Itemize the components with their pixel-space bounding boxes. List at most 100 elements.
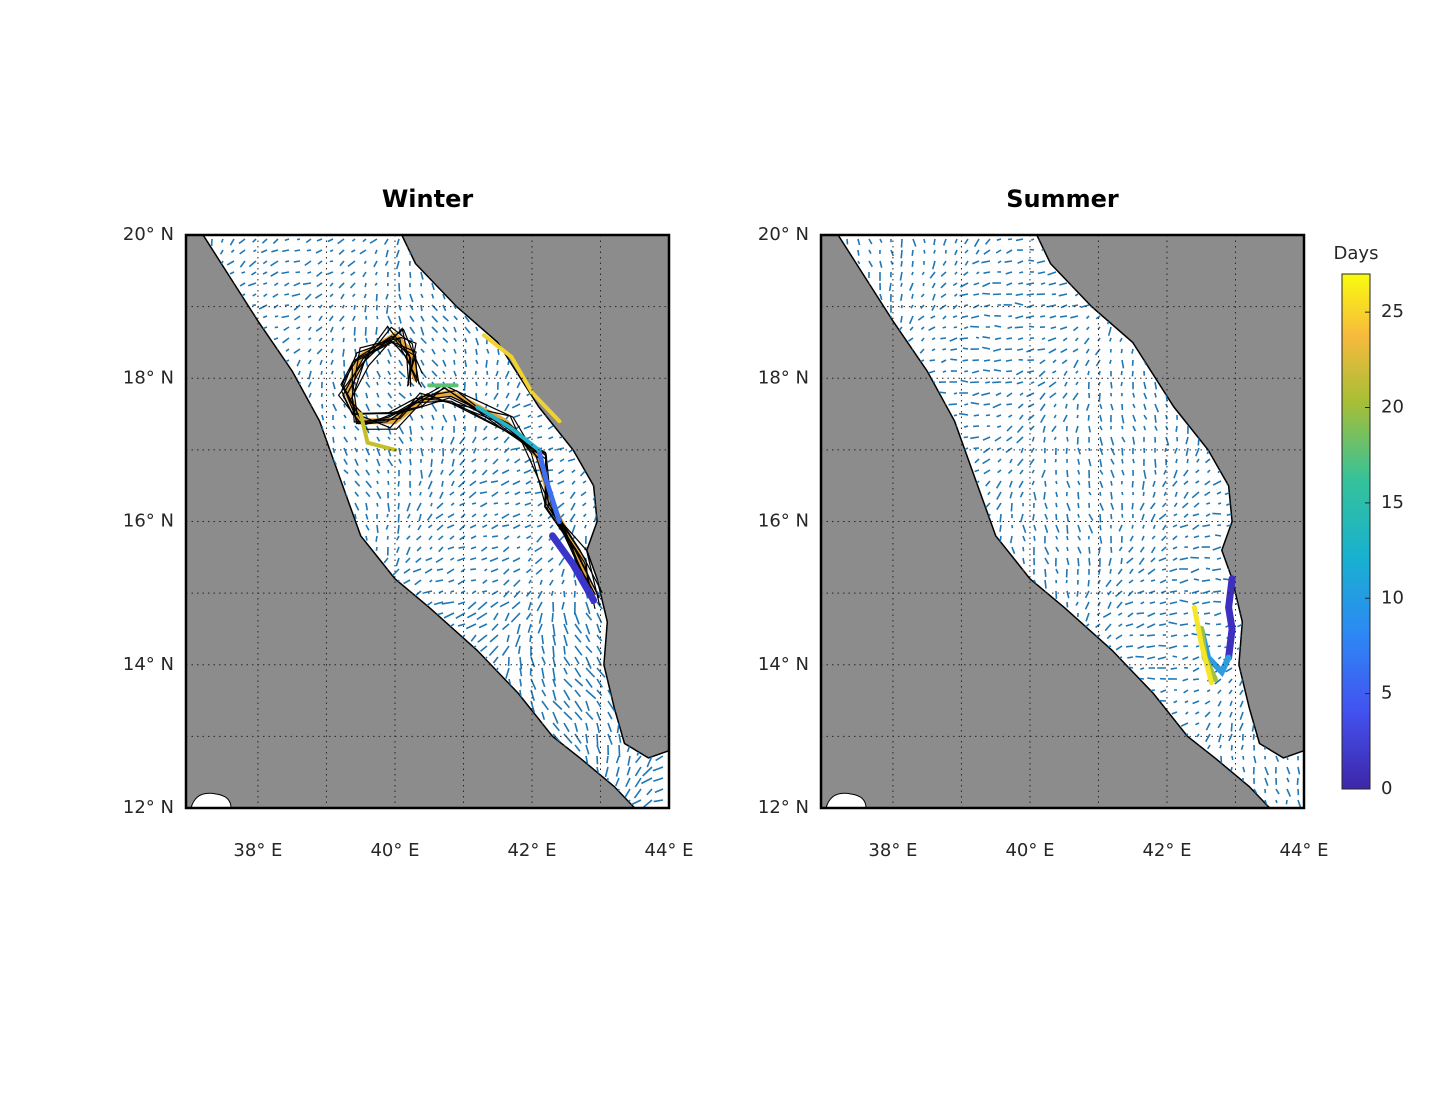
current-arrow	[984, 404, 990, 405]
current-arrow	[575, 580, 576, 586]
current-arrow	[924, 250, 925, 254]
current-arrow	[355, 514, 356, 519]
current-arrow	[1254, 734, 1255, 740]
current-arrow	[1005, 382, 1012, 383]
current-arrow	[1006, 360, 1012, 361]
current-arrow	[1044, 437, 1045, 442]
current-arrow	[901, 316, 902, 323]
current-arrow	[1121, 382, 1122, 386]
current-arrow	[1031, 239, 1034, 240]
current-arrow	[1066, 448, 1067, 454]
current-arrow	[1143, 492, 1144, 496]
current-arrow	[344, 404, 345, 407]
current-arrow	[1045, 481, 1046, 487]
current-arrow	[498, 349, 499, 355]
current-arrow	[297, 239, 300, 240]
current-arrow	[552, 613, 553, 622]
current-arrow	[365, 283, 366, 287]
current-arrow	[476, 382, 477, 386]
current-arrow	[486, 382, 487, 386]
current-arrow	[930, 360, 935, 361]
y-tick-label: 20° N	[123, 224, 174, 245]
current-arrow	[307, 250, 311, 251]
current-arrow	[1056, 481, 1057, 484]
y-tick-label: 12° N	[758, 797, 809, 818]
current-arrow	[964, 437, 968, 438]
colorbar-label: Days	[1334, 243, 1379, 264]
current-arrow	[1067, 470, 1068, 477]
current-arrow	[1176, 426, 1177, 432]
current-arrow	[964, 404, 968, 405]
current-arrow	[242, 272, 246, 273]
current-arrow	[431, 503, 432, 506]
current-arrow	[1000, 514, 1001, 522]
current-arrow	[1042, 305, 1046, 306]
current-arrow	[1122, 448, 1123, 456]
current-arrow	[1217, 558, 1221, 559]
current-arrow	[1231, 723, 1232, 731]
current-arrow	[333, 437, 334, 443]
current-arrow	[295, 250, 300, 251]
current-arrow	[950, 359, 957, 360]
current-arrow	[1111, 382, 1112, 388]
current-arrow	[970, 326, 979, 327]
current-arrow	[1194, 579, 1199, 580]
current-arrow	[976, 337, 979, 338]
current-arrow	[1140, 679, 1144, 680]
current-arrow	[376, 547, 377, 551]
current-arrow	[410, 448, 411, 454]
current-arrow	[1077, 404, 1078, 410]
current-arrow	[575, 591, 576, 598]
current-arrow	[1005, 349, 1012, 350]
current-arrow	[410, 272, 411, 278]
current-arrow	[322, 404, 323, 409]
current-arrow	[377, 316, 378, 319]
current-arrow	[1213, 602, 1221, 603]
current-arrow	[330, 261, 333, 262]
y-tick-label: 16° N	[758, 511, 809, 532]
current-arrow	[1121, 371, 1122, 375]
current-arrow	[492, 536, 498, 537]
current-arrow	[1019, 272, 1023, 273]
current-arrow	[1232, 745, 1233, 751]
current-arrow	[1206, 503, 1210, 504]
y-tick-label: 18° N	[758, 367, 809, 388]
current-arrow	[1108, 646, 1111, 647]
x-tick-label: 42° E	[1142, 840, 1191, 861]
current-arrow	[984, 360, 990, 361]
current-arrow	[1193, 679, 1199, 680]
current-arrow	[497, 404, 498, 407]
current-arrow	[1067, 536, 1068, 540]
current-arrow	[343, 349, 344, 357]
current-arrow	[285, 261, 289, 262]
current-arrow	[388, 481, 389, 485]
current-arrow	[985, 382, 990, 383]
current-arrow	[1155, 459, 1156, 468]
current-arrow	[1137, 613, 1144, 614]
current-arrow	[508, 360, 509, 365]
current-arrow	[1027, 294, 1034, 295]
current-arrow	[476, 371, 477, 375]
x-tick-label: 38° E	[868, 840, 917, 861]
current-arrow	[1110, 338, 1111, 341]
current-arrow	[619, 745, 620, 757]
current-arrow	[951, 349, 958, 350]
current-arrow	[983, 370, 990, 371]
current-arrow	[1089, 558, 1090, 566]
current-arrow	[942, 349, 946, 350]
current-arrow	[992, 382, 1001, 383]
current-arrow	[321, 371, 322, 375]
current-arrow	[1008, 239, 1012, 240]
current-arrow	[1176, 459, 1177, 463]
current-arrow	[442, 481, 443, 487]
current-arrow	[376, 536, 377, 542]
current-arrow	[1100, 525, 1101, 530]
current-arrow	[1077, 591, 1078, 597]
current-arrow	[387, 514, 388, 517]
current-arrow	[355, 437, 356, 440]
x-tick-label: 38° E	[233, 840, 282, 861]
current-arrow	[486, 360, 487, 368]
current-arrow	[954, 327, 957, 328]
current-arrow	[1147, 678, 1155, 679]
